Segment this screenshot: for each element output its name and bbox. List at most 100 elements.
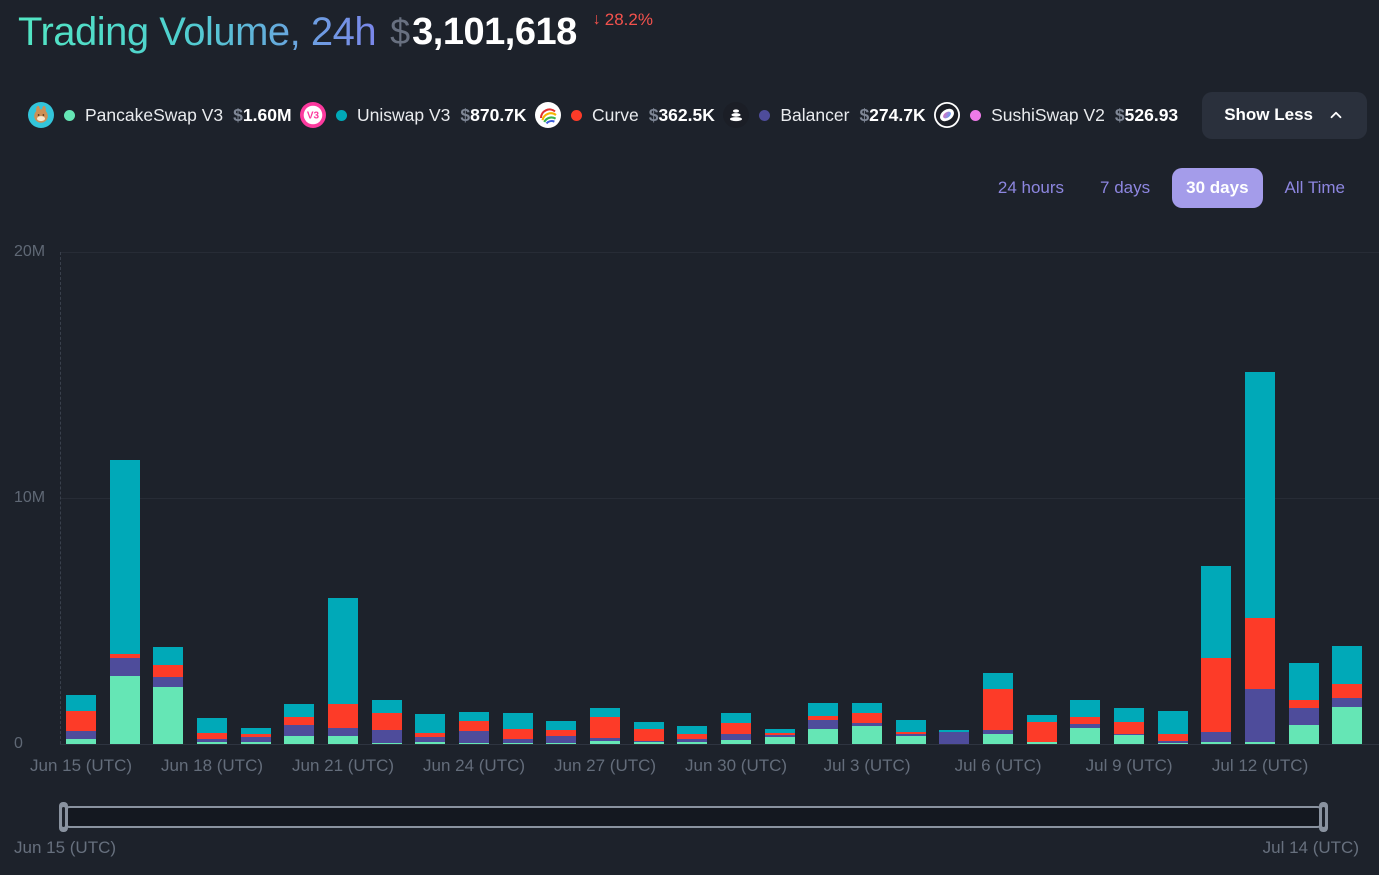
bar-segment-curve bbox=[590, 717, 621, 739]
balancer-icon bbox=[723, 102, 750, 128]
bar-segment-uniswap-v3 bbox=[852, 702, 883, 714]
range-end-label: Jul 14 (UTC) bbox=[1262, 838, 1359, 857]
bar-segment-pancakeswap-v3 bbox=[808, 729, 839, 744]
series-color-dot bbox=[759, 109, 771, 121]
bar-segment-balancer bbox=[1157, 741, 1188, 744]
bar-jun-21[interactable] bbox=[328, 252, 359, 744]
legend-item-sushiswap-v2[interactable]: SushiSwap V2 $526.93 bbox=[934, 102, 1178, 128]
bar-segment-balancer bbox=[371, 730, 402, 744]
bar-segment-curve bbox=[197, 733, 227, 740]
bar-jun-22[interactable] bbox=[371, 252, 402, 744]
bar-segment-curve bbox=[371, 713, 402, 730]
bar-segment-balancer bbox=[415, 737, 446, 743]
legend-item-balancer[interactable]: Balancer $274.7K bbox=[723, 102, 926, 128]
bar-jun-18[interactable] bbox=[197, 252, 227, 744]
bar-segment-pancakeswap-v3 bbox=[1201, 742, 1232, 744]
bar-jun-15[interactable] bbox=[66, 252, 96, 744]
bar-segment-pancakeswap-v3 bbox=[1070, 728, 1101, 744]
bar-segment-curve bbox=[546, 730, 577, 737]
bar-segment-balancer bbox=[677, 739, 708, 743]
bar-jun-23[interactable] bbox=[415, 252, 446, 744]
bar-jul-12[interactable] bbox=[1245, 252, 1276, 744]
tab-7-days[interactable]: 7 days bbox=[1100, 178, 1151, 197]
bar-jul-11[interactable] bbox=[1201, 252, 1232, 744]
bar-jun-25[interactable] bbox=[502, 252, 533, 744]
bar-segment-pancakeswap-v3 bbox=[109, 675, 140, 744]
show-less-label: Show Less bbox=[1224, 105, 1313, 124]
legend-item-uniswap-v3[interactable]: V3 Uniswap V3 $870.7K bbox=[300, 102, 527, 128]
x-tick-jun-18: Jun 18 (UTC) bbox=[160, 756, 264, 775]
bar-jul-6[interactable] bbox=[983, 252, 1014, 744]
bar-segment-curve bbox=[1245, 617, 1276, 689]
bar-segment-balancer bbox=[1026, 741, 1057, 743]
bar-segment-pancakeswap-v3 bbox=[546, 743, 577, 744]
bar-segment-balancer bbox=[895, 733, 926, 736]
bar-jun-20[interactable] bbox=[284, 252, 315, 744]
bar-jun-28[interactable] bbox=[633, 252, 664, 744]
bar-segment-uniswap-v3 bbox=[328, 597, 359, 704]
show-less-button[interactable]: Show Less bbox=[1202, 91, 1367, 139]
bar-jul-13[interactable] bbox=[1288, 252, 1319, 744]
bar-segment-balancer bbox=[1245, 688, 1276, 743]
bar-segment-pancakeswap-v3 bbox=[66, 739, 96, 744]
bar-segment-curve bbox=[852, 713, 883, 724]
sushiswap-icon bbox=[934, 102, 961, 128]
bar-segment-curve bbox=[1332, 683, 1363, 698]
bar-jun-27[interactable] bbox=[590, 252, 621, 744]
bar-segment-curve bbox=[1201, 657, 1232, 732]
bar-jun-26[interactable] bbox=[546, 252, 577, 744]
arrow-down-icon: ↓ bbox=[592, 11, 601, 28]
tab-24-hours[interactable]: 24 hours bbox=[997, 178, 1065, 197]
bar-jul-4[interactable] bbox=[895, 252, 926, 744]
bar-jun-24[interactable] bbox=[459, 252, 490, 744]
tab-30-days[interactable]: 30 days bbox=[1172, 168, 1263, 208]
bar-jul-2[interactable] bbox=[808, 252, 839, 744]
bar-segment-curve bbox=[939, 731, 970, 733]
bar-segment-uniswap-v3 bbox=[153, 646, 184, 665]
bar-segment-uniswap-v3 bbox=[1157, 711, 1188, 735]
legend-item-name: Uniswap V3 bbox=[357, 104, 451, 125]
bar-jul-3[interactable] bbox=[852, 252, 883, 744]
bar-jul-5[interactable] bbox=[939, 252, 970, 744]
series-color-dot bbox=[336, 109, 347, 121]
total-volume-value: 3,101,618 bbox=[412, 11, 577, 53]
bar-jul-14[interactable] bbox=[1332, 252, 1363, 744]
bar-segment-curve bbox=[66, 711, 96, 731]
bar-segment-balancer bbox=[939, 732, 970, 744]
bar-segment-balancer bbox=[852, 723, 883, 727]
bar-segment-uniswap-v3 bbox=[1114, 708, 1145, 723]
bar-segment-balancer bbox=[284, 724, 315, 736]
bar-jun-30[interactable] bbox=[721, 252, 752, 744]
range-slider-left-handle[interactable] bbox=[59, 802, 68, 832]
tab-all-time[interactable]: All Time bbox=[1284, 178, 1345, 197]
bar-segment-curve bbox=[1070, 717, 1101, 725]
bar-segment-curve bbox=[1114, 722, 1145, 735]
range-slider[interactable] bbox=[59, 802, 1328, 832]
bar-jul-7[interactable] bbox=[1026, 252, 1057, 744]
bar-jun-29[interactable] bbox=[677, 252, 708, 744]
bar-segment-uniswap-v3 bbox=[1245, 371, 1276, 618]
svg-text:V3: V3 bbox=[307, 111, 320, 122]
range-slider-right-handle[interactable] bbox=[1319, 802, 1328, 832]
bar-segment-balancer bbox=[153, 676, 184, 687]
bar-jun-19[interactable] bbox=[240, 252, 271, 744]
y-axis-line bbox=[60, 252, 61, 744]
bar-segment-balancer bbox=[546, 736, 577, 744]
x-tick-jul-12: Jul 12 (UTC) bbox=[1211, 756, 1309, 775]
bar-segment-pancakeswap-v3 bbox=[1332, 707, 1363, 744]
legend-item-curve[interactable]: Curve $362.5K bbox=[535, 102, 715, 128]
bar-segment-balancer bbox=[721, 734, 752, 741]
bar-jul-9[interactable] bbox=[1114, 252, 1145, 744]
bar-segment-uniswap-v3 bbox=[895, 719, 926, 732]
bar-segment-curve bbox=[109, 653, 140, 658]
bar-jul-8[interactable] bbox=[1070, 252, 1101, 744]
bar-jun-16[interactable] bbox=[109, 252, 140, 744]
bar-segment-balancer bbox=[1114, 733, 1145, 735]
bar-jul-10[interactable] bbox=[1157, 252, 1188, 744]
bar-segment-balancer bbox=[66, 730, 96, 740]
bar-jul-1[interactable] bbox=[764, 252, 795, 744]
legend-item-pancakeswap-v3[interactable]: PancakeSwap V3 $1.60M bbox=[28, 102, 292, 128]
y-tick-10m: 10M bbox=[14, 489, 46, 506]
bar-jun-17[interactable] bbox=[153, 252, 184, 744]
bar-segment-uniswap-v3 bbox=[459, 711, 490, 721]
